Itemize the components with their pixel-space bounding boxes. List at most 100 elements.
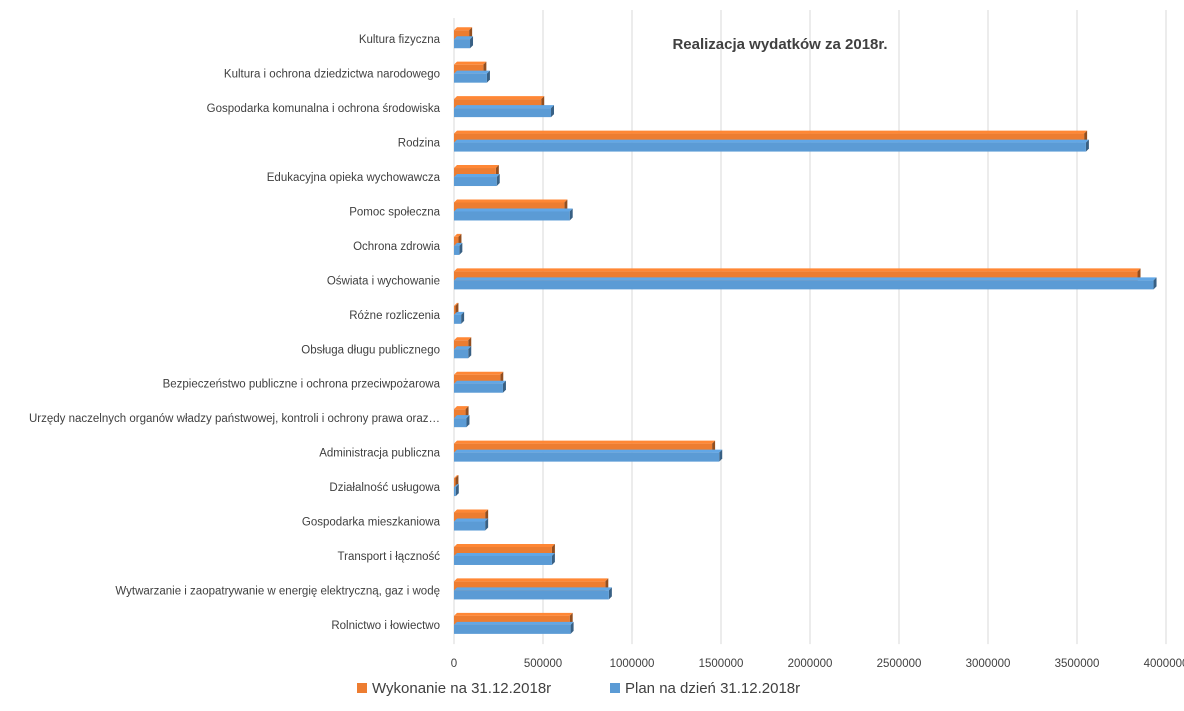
bar-top-face [454,509,489,513]
bar-top-face [454,268,1141,272]
bar-top-face [454,543,555,547]
bar-top-face [454,587,612,591]
bar-side-face [470,36,474,49]
legend-label: Plan na dzień 31.12.2018r [625,680,800,697]
bar-front-face [454,418,467,428]
bar-plan [454,552,555,565]
bar-top-face [454,70,490,74]
bar-plan [454,587,612,600]
bar-plan [454,380,506,393]
bar-plan [454,105,555,118]
bar-top-face [454,406,469,410]
bar-side-face [551,552,555,565]
category-label: Administracja publiczna [319,448,440,460]
category-label: Bezpieczeństwo publiczne i ochrona przec… [163,379,441,391]
bar-top-face [454,242,463,246]
bar-top-face [454,449,723,453]
bar-plan [454,139,1089,152]
bar-top-face [454,302,459,306]
bar-top-face [454,139,1089,143]
bar-plan [454,70,490,83]
bar-side-face [570,621,574,634]
bar-top-face [454,518,489,522]
legend-label: Wykonanie na 31.12.2018r [372,680,551,697]
bar-front-face [454,99,542,109]
bar-front-face [454,452,720,462]
bar-top-face [454,199,568,203]
x-tick-label: 2500000 [877,658,922,670]
x-tick-label: 2000000 [788,658,833,670]
bars [454,27,1157,634]
bar-top-face [454,346,472,350]
category-label: Działalność usługowa [329,482,440,494]
category-label: Urzędy naczelnych organów władzy państwo… [29,413,440,425]
bar-plan [454,449,723,462]
category-label: Obsługa długu publicznego [301,344,440,356]
bar-top-face [454,208,573,212]
category-label: Transport i łączność [338,551,441,563]
category-label: Rolnictwo i łowiectwo [331,620,440,632]
bar-plan [454,174,500,187]
category-label: Wytwarzanie i zaopatrywanie w energię el… [115,585,440,597]
category-label: Gospodarka mieszkaniowa [302,517,441,529]
bar-top-face [454,130,1088,134]
bar-top-face [454,484,459,488]
gridlines [453,10,1167,645]
category-label: Ochrona zdrowia [353,241,441,253]
bar-front-face [454,512,486,522]
bar-front-face [454,30,470,40]
bar-side-face [459,242,463,255]
bar-side-face [1085,139,1089,152]
bar-plan [454,518,489,531]
category-label: Różne rozliczenia [349,310,440,322]
bar-top-face [454,61,487,65]
bar-front-face [454,521,486,531]
category-label: Kultura i ochrona dziedzictwa narodowego [224,69,440,81]
bar-top-face [454,233,462,237]
x-tick-label: 1000000 [610,658,655,670]
bar-side-face [496,174,500,187]
bar-plan [454,484,459,497]
bar-side-face [455,484,459,497]
bar-top-face [454,311,465,315]
bar-side-face [486,70,490,83]
bar-front-face [454,555,552,565]
bar-top-face [454,277,1157,281]
bar-top-face [454,96,545,100]
category-label: Pomoc społeczna [349,206,440,218]
bar-top-face [454,578,609,582]
bar-top-face [454,475,459,479]
bar-side-face [608,587,612,600]
bar-wykonanie [454,130,1088,143]
category-label: Oświata i wychowanie [327,275,440,287]
x-tick-label: 500000 [524,658,562,670]
bar-front-face [454,236,459,246]
bar-front-face [454,581,606,591]
bar-top-face [454,337,472,341]
bar-front-face [454,245,460,255]
bar-top-face [454,165,499,169]
bar-front-face [454,349,469,359]
bar-top-face [454,621,574,625]
legend-swatch [357,683,367,693]
bar-front-face [454,64,484,74]
legend-swatch [610,683,620,693]
bar-front-face [454,615,570,625]
bar-front-face [454,487,456,497]
bar-front-face [454,211,570,221]
bar-front-face [454,73,487,83]
bar-top-face [454,440,716,444]
bar-plan [454,415,470,428]
x-axis-tick-labels: 0 500000 1000000 1500000 2000000 2500000 30000… [451,658,1184,670]
bar-front-face [454,624,571,634]
bar-plan [454,208,573,221]
category-label: Kultura fizyczna [359,34,441,46]
bar-top-face [454,27,473,31]
bar-plan [454,311,465,324]
bar-side-face [569,208,573,221]
bar-front-face [454,177,497,187]
bar-top-face [454,36,474,40]
x-tick-label: 3000000 [966,658,1011,670]
category-label: Edukacyjna opieka wychowawcza [267,172,441,184]
